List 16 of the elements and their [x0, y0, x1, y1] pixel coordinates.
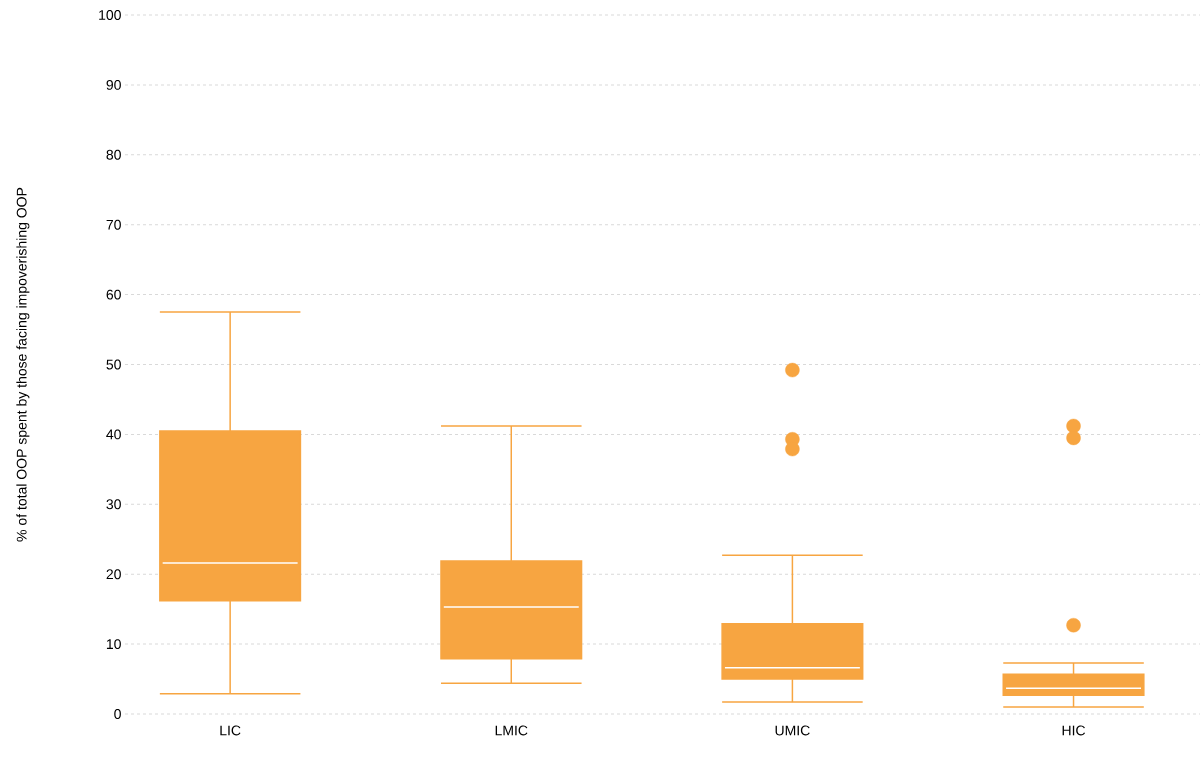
y-tick-label: 70	[106, 219, 121, 230]
x-tick-label: HIC	[1062, 725, 1086, 736]
y-tick-label: 40	[106, 429, 121, 440]
y-tick-label: 0	[114, 709, 121, 719]
y-tick-label: 80	[106, 149, 121, 160]
x-tick-label: LIC	[220, 725, 241, 736]
x-tick-label: UMIC	[775, 725, 810, 736]
y-tick-label: 100	[99, 10, 121, 20]
y-axis-title: % of total OOP spent by those facing impoverishing OOP	[16, 187, 30, 542]
y-tick-label: 10	[106, 639, 121, 650]
y-tick-label: 90	[106, 79, 121, 90]
y-tick-label: 50	[106, 359, 121, 370]
x-tick-label: LMIC	[495, 725, 528, 736]
y-tick-label: 20	[106, 569, 121, 580]
y-tick-label: 30	[106, 499, 121, 510]
y-tick-label: 60	[106, 289, 121, 300]
